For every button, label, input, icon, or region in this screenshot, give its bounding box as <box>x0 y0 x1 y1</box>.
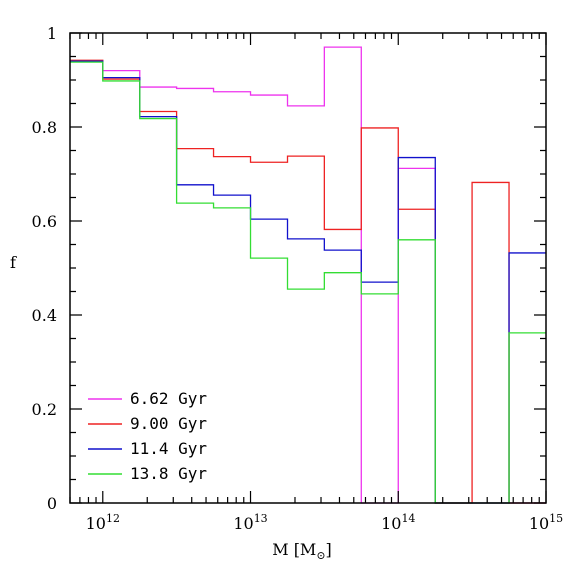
ticks-layer <box>69 32 547 504</box>
x-axis-label-main: M [M <box>272 540 316 559</box>
x-tick-label: 1013 <box>233 512 267 533</box>
y-tick-label: 0 <box>47 494 57 513</box>
x-tick-base: 10 <box>381 514 401 533</box>
y-tick-label: 0.4 <box>32 306 57 325</box>
x-axis-label: M [M⊙] <box>272 540 332 562</box>
y-tick-label: 0.8 <box>32 118 57 137</box>
x-tick-exp: 13 <box>254 512 268 525</box>
y-axis-label: f <box>10 253 17 272</box>
legend: 6.62 Gyr 9.00 Gyr 11.4 Gyr 13.8 Gyr <box>88 389 207 483</box>
series-layer <box>70 46 546 504</box>
axis-ticks <box>69 32 547 504</box>
x-tick-label: 1012 <box>86 512 120 533</box>
x-tick-exp: 12 <box>106 512 120 525</box>
y-tick-label: 0.2 <box>32 400 57 419</box>
x-tick-base: 10 <box>233 514 253 533</box>
series-2-line <box>70 59 546 504</box>
series-1-line <box>70 46 546 504</box>
series-4-line <box>70 61 546 504</box>
legend-label: 6.62 Gyr <box>130 389 207 408</box>
x-tick-base: 10 <box>86 514 106 533</box>
y-tick-label: 0.6 <box>32 212 57 231</box>
y-tick-label: 1 <box>47 24 57 43</box>
legend-label: 9.00 Gyr <box>130 414 207 433</box>
x-tick-label: 1014 <box>381 512 415 533</box>
legend-label: 11.4 Gyr <box>130 439 207 458</box>
x-tick-label: 1015 <box>529 512 563 533</box>
series-3-line <box>70 60 546 504</box>
x-axis-label-close: ] <box>326 540 332 559</box>
x-tick-base: 10 <box>529 514 549 533</box>
x-tick-exp: 14 <box>401 512 415 525</box>
x-axis-label-sub: ⊙ <box>316 549 325 562</box>
legend-label: 13.8 Gyr <box>130 464 207 483</box>
x-tick-exp: 15 <box>549 512 563 525</box>
